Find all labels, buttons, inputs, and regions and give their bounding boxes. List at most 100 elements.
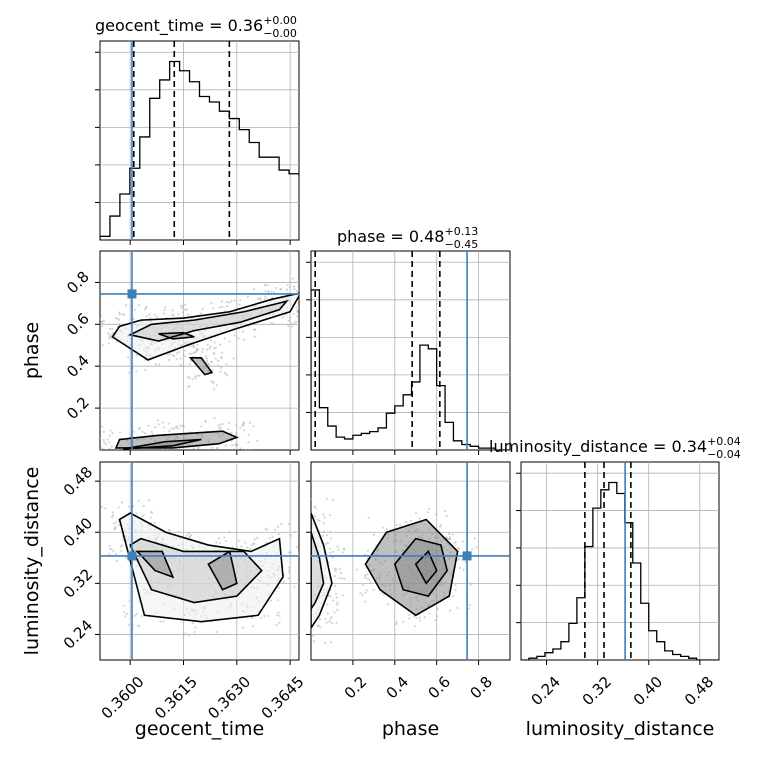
sample-point	[138, 426, 141, 429]
sample-point	[144, 368, 147, 372]
sample-point	[101, 344, 105, 347]
sample-point	[150, 430, 153, 433]
axes-geocent_time-vs-luminosity_distance	[95, 461, 300, 665]
sample-point	[272, 291, 276, 294]
sample-point	[282, 581, 285, 584]
sample-point	[226, 304, 229, 308]
sample-point	[238, 303, 241, 306]
sample-point	[97, 517, 99, 519]
sample-point	[456, 606, 459, 610]
sample-point	[225, 301, 229, 304]
sample-point	[224, 444, 227, 447]
sample-point	[107, 342, 111, 345]
sample-point	[135, 354, 138, 357]
sample-point	[304, 615, 306, 617]
sample-point	[331, 621, 334, 625]
sample-point	[205, 356, 209, 360]
sample-point	[103, 459, 105, 461]
sample-point	[334, 569, 337, 573]
sample-point	[206, 348, 209, 351]
sample-point	[233, 334, 236, 337]
sample-point	[244, 449, 248, 450]
sample-point	[118, 450, 120, 452]
x-tick-label: 0.3600	[98, 673, 148, 723]
sample-point	[213, 347, 216, 350]
sample-point	[140, 614, 143, 618]
x-tick-label: 0.3630	[204, 673, 254, 723]
sample-point	[408, 617, 411, 620]
sample-point	[219, 423, 222, 426]
sample-point	[115, 559, 118, 562]
sample-point	[296, 309, 299, 312]
sample-point	[418, 616, 421, 620]
sample-point	[329, 537, 333, 540]
sample-point	[108, 458, 110, 460]
sample-point	[265, 528, 268, 531]
sample-point	[304, 621, 306, 623]
sample-point	[148, 313, 151, 316]
sample-point	[242, 421, 246, 424]
sample-point	[325, 542, 328, 545]
sample-point	[246, 295, 250, 298]
sample-point	[303, 524, 305, 526]
sample-point	[154, 426, 157, 429]
sample-point	[361, 583, 364, 587]
sample-point	[141, 515, 144, 518]
sample-point	[184, 632, 187, 635]
sample-point	[217, 537, 220, 540]
sample-point	[108, 434, 112, 437]
sample-point	[298, 306, 299, 309]
sample-point	[103, 456, 105, 458]
sample-point	[343, 577, 346, 580]
sample-point	[178, 351, 181, 354]
sample-point	[395, 620, 398, 624]
sample-point	[293, 585, 296, 588]
sample-point	[247, 441, 250, 444]
sample-point	[213, 416, 216, 420]
sample-point	[329, 595, 332, 598]
sample-point	[251, 625, 254, 628]
sample-point	[461, 540, 464, 543]
sample-point	[286, 283, 289, 287]
sample-point	[285, 288, 288, 291]
sample-point	[292, 285, 296, 288]
sample-point	[219, 426, 222, 429]
contour-line	[158, 331, 195, 340]
sample-point	[372, 588, 375, 592]
sample-point	[153, 313, 156, 316]
sample-point	[458, 557, 461, 560]
sample-point	[447, 537, 450, 541]
sample-point	[119, 456, 121, 458]
sample-point	[151, 457, 153, 459]
sample-point	[113, 452, 115, 454]
sample-point	[127, 623, 130, 627]
sample-point	[112, 522, 115, 525]
sample-point	[340, 571, 343, 575]
sample-point	[305, 545, 307, 547]
sample-point	[218, 541, 221, 545]
sample-point	[316, 518, 319, 521]
sample-point	[445, 514, 448, 517]
sample-point	[111, 432, 114, 435]
sample-point	[279, 288, 282, 291]
sample-point	[297, 279, 299, 282]
sample-point	[220, 356, 223, 360]
sample-point	[194, 626, 197, 629]
sample-point	[164, 459, 166, 461]
sample-point	[408, 613, 411, 617]
sample-point	[104, 454, 106, 456]
sample-point	[151, 454, 153, 456]
sample-point	[415, 616, 418, 620]
sample-point	[184, 303, 187, 306]
sample-point	[195, 347, 198, 350]
sample-point	[302, 323, 304, 325]
histogram-luminosity_distance	[521, 481, 719, 660]
sample-point	[230, 300, 233, 303]
sample-point	[302, 619, 304, 621]
sample-point	[306, 289, 308, 291]
sample-point	[264, 290, 267, 293]
sample-point	[314, 515, 317, 518]
x-tick-label: 0.4	[383, 673, 413, 703]
sample-point	[208, 364, 211, 367]
sample-point	[322, 530, 326, 533]
